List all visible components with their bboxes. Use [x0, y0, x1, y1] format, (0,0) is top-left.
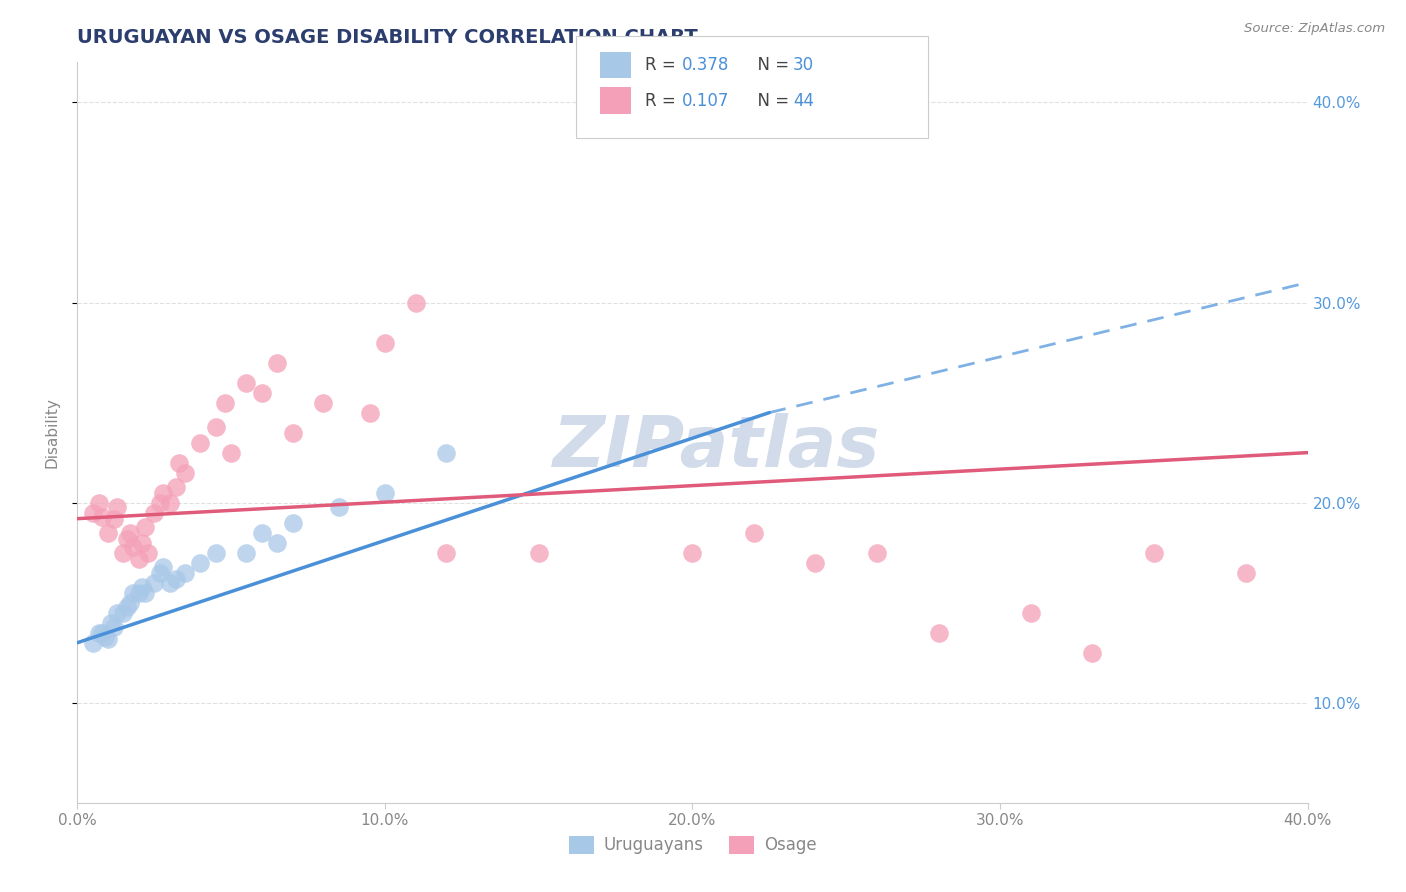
- Point: [112, 606, 135, 620]
- Point: [1143, 546, 1166, 560]
- Point: [174, 466, 197, 480]
- Point: [866, 546, 889, 560]
- Legend: Uruguayans, Osage: Uruguayans, Osage: [562, 829, 823, 861]
- Point: [149, 566, 172, 580]
- Point: [100, 615, 122, 630]
- Point: [174, 566, 197, 580]
- Point: [281, 425, 304, 440]
- Point: [94, 630, 117, 644]
- Point: [131, 580, 153, 594]
- Point: [1019, 606, 1042, 620]
- Text: R =: R =: [645, 92, 682, 110]
- Point: [97, 525, 120, 540]
- Point: [219, 445, 242, 459]
- Text: N =: N =: [747, 92, 794, 110]
- Point: [90, 509, 114, 524]
- Point: [115, 599, 138, 614]
- Point: [405, 295, 427, 310]
- Text: 0.107: 0.107: [682, 92, 730, 110]
- Point: [266, 355, 288, 369]
- Point: [90, 625, 114, 640]
- Point: [235, 376, 257, 390]
- Text: Source: ZipAtlas.com: Source: ZipAtlas.com: [1244, 22, 1385, 36]
- Point: [112, 546, 135, 560]
- Point: [204, 546, 226, 560]
- Text: ZIPatlas: ZIPatlas: [554, 413, 880, 482]
- Point: [136, 546, 159, 560]
- Point: [121, 585, 143, 599]
- Point: [103, 620, 125, 634]
- Point: [436, 546, 458, 560]
- Point: [152, 559, 174, 574]
- Point: [682, 546, 704, 560]
- Point: [118, 596, 141, 610]
- Point: [312, 395, 335, 409]
- Point: [374, 485, 396, 500]
- Point: [804, 556, 827, 570]
- Point: [165, 572, 187, 586]
- Point: [121, 540, 143, 554]
- Y-axis label: Disability: Disability: [44, 397, 59, 468]
- Point: [118, 525, 141, 540]
- Point: [103, 511, 125, 525]
- Point: [165, 480, 187, 494]
- Text: URUGUAYAN VS OSAGE DISABILITY CORRELATION CHART: URUGUAYAN VS OSAGE DISABILITY CORRELATIO…: [77, 28, 699, 47]
- Point: [188, 435, 212, 450]
- Point: [87, 625, 110, 640]
- Point: [82, 506, 104, 520]
- Point: [134, 519, 156, 533]
- Point: [1081, 646, 1104, 660]
- Point: [235, 546, 257, 560]
- Text: 30: 30: [793, 56, 814, 74]
- Point: [87, 496, 110, 510]
- Point: [527, 546, 550, 560]
- Point: [1234, 566, 1257, 580]
- Point: [742, 525, 765, 540]
- Point: [281, 516, 304, 530]
- Point: [97, 632, 120, 646]
- Point: [149, 496, 172, 510]
- Point: [115, 532, 138, 546]
- Point: [159, 575, 181, 590]
- Text: N =: N =: [747, 56, 794, 74]
- Point: [128, 585, 150, 599]
- Point: [105, 606, 128, 620]
- Point: [128, 551, 150, 566]
- Point: [159, 496, 181, 510]
- Text: 0.378: 0.378: [682, 56, 730, 74]
- Text: R =: R =: [645, 56, 682, 74]
- Point: [167, 456, 190, 470]
- Point: [143, 575, 166, 590]
- Point: [204, 419, 226, 434]
- Point: [928, 625, 950, 640]
- Text: 44: 44: [793, 92, 814, 110]
- Point: [250, 525, 273, 540]
- Point: [143, 506, 166, 520]
- Point: [359, 406, 381, 420]
- Point: [214, 395, 236, 409]
- Point: [266, 535, 288, 549]
- Point: [436, 445, 458, 459]
- Point: [105, 500, 128, 514]
- Point: [152, 485, 174, 500]
- Point: [328, 500, 350, 514]
- Point: [82, 636, 104, 650]
- Point: [134, 585, 156, 599]
- Point: [374, 335, 396, 350]
- Point: [188, 556, 212, 570]
- Point: [131, 535, 153, 549]
- Point: [250, 385, 273, 400]
